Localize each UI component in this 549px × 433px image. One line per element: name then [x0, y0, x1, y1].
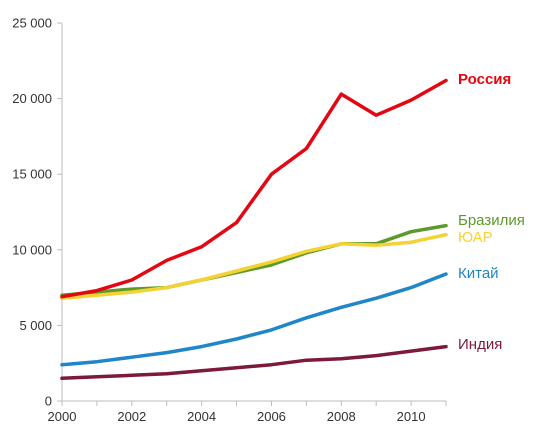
series-line-2	[60, 232, 448, 300]
series-label-2: ЮАР	[458, 229, 493, 246]
y-tick-label: 0	[45, 394, 52, 409]
y-tick-label: 10 000	[12, 242, 52, 257]
series-label-0: Россия	[458, 71, 511, 88]
series-line-1	[60, 223, 448, 297]
series-label-3: Китай	[458, 265, 499, 282]
x-tick-label: 2008	[327, 409, 356, 424]
series-line-0	[60, 78, 448, 299]
x-tick-label: 2000	[48, 409, 77, 424]
y-tick-label: 25 000	[12, 16, 52, 31]
series-label-4: Индия	[458, 336, 502, 353]
series-line-4	[60, 344, 448, 381]
y-tick-label: 15 000	[12, 167, 52, 182]
x-axis-ticks: 2000 2002 2004 2006 2008 2010	[48, 401, 447, 424]
series-label-1: Бразилия	[458, 212, 525, 229]
y-axis-ticks: 0 5 000 10 000 15 000 20 000 25 000	[12, 16, 62, 409]
y-tick-label: 5 000	[19, 318, 52, 333]
x-tick-label: 2002	[117, 409, 146, 424]
y-tick-label: 20 000	[12, 91, 52, 106]
x-tick-label: 2006	[257, 409, 286, 424]
x-tick-label: 2004	[187, 409, 216, 424]
series-lines	[60, 78, 448, 381]
x-tick-label: 2010	[397, 409, 426, 424]
series-line-3	[60, 272, 448, 367]
